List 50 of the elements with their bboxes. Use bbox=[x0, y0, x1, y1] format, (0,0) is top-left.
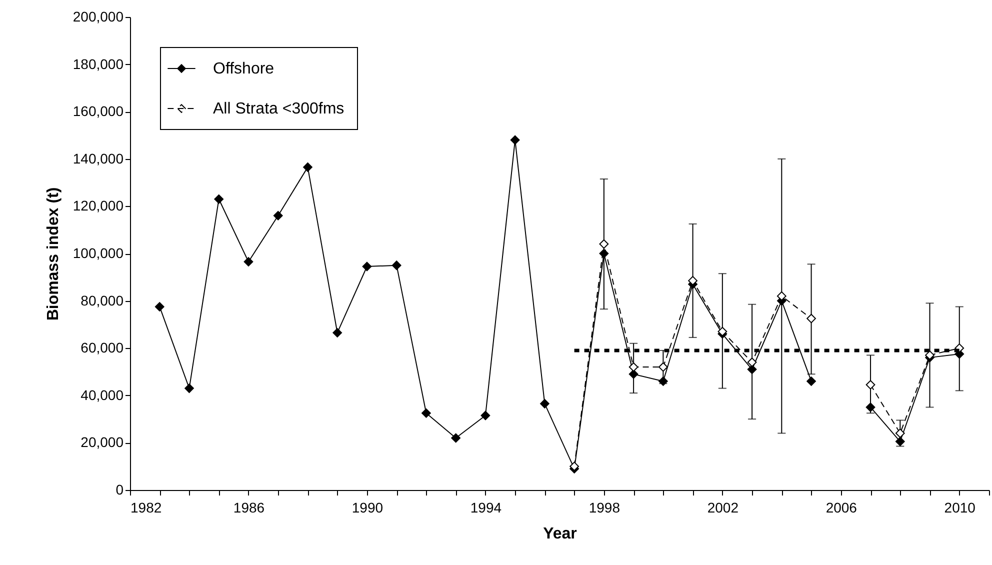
point bbox=[895, 428, 905, 438]
point bbox=[776, 291, 786, 301]
point bbox=[422, 408, 431, 418]
point bbox=[806, 314, 816, 324]
x-tick-label: 2002 bbox=[707, 500, 739, 516]
point bbox=[451, 433, 461, 443]
point bbox=[392, 260, 402, 270]
point bbox=[273, 210, 283, 220]
point bbox=[747, 358, 757, 367]
point bbox=[570, 462, 579, 472]
point bbox=[925, 350, 934, 360]
point bbox=[866, 380, 876, 390]
point bbox=[688, 276, 698, 286]
point bbox=[510, 135, 520, 145]
point bbox=[362, 262, 372, 272]
x-axis-title: Year bbox=[543, 526, 577, 542]
point bbox=[540, 398, 550, 408]
y-tick-label: 140,000 bbox=[72, 150, 124, 166]
point bbox=[214, 194, 224, 204]
y-tick-label: 160,000 bbox=[72, 103, 124, 120]
x-tick-label: 1994 bbox=[470, 500, 502, 516]
point bbox=[303, 162, 312, 172]
point bbox=[184, 384, 194, 393]
y-tick-label: 40,000 bbox=[80, 386, 124, 403]
point bbox=[628, 362, 638, 372]
y-tick-label: 100,000 bbox=[72, 245, 124, 261]
x-tick-label: 2006 bbox=[826, 500, 858, 516]
y-tick-label: 200,000 bbox=[72, 8, 124, 24]
point bbox=[658, 362, 668, 372]
point bbox=[154, 302, 164, 312]
point bbox=[599, 239, 609, 249]
point bbox=[718, 326, 728, 336]
y-tick-label: 180,000 bbox=[72, 56, 124, 72]
point bbox=[480, 410, 490, 420]
legend-label: Offshore bbox=[213, 60, 274, 78]
y-tick-label: 60,000 bbox=[80, 340, 124, 356]
x-tick-label: 1982 bbox=[130, 500, 162, 516]
y-tick-label: 20,000 bbox=[80, 434, 124, 450]
x-tick-label: 2010 bbox=[944, 500, 976, 516]
legend-label: All Strata <300fms bbox=[213, 100, 344, 118]
point bbox=[332, 328, 342, 338]
point bbox=[244, 257, 254, 266]
x-tick-label: 1986 bbox=[233, 500, 265, 516]
y-axis-title: Biomass index (t) bbox=[44, 187, 62, 321]
y-tick-label: 80,000 bbox=[80, 292, 124, 308]
x-tick-label: 1998 bbox=[588, 500, 620, 516]
point bbox=[806, 376, 816, 386]
y-tick-label: 0 bbox=[116, 482, 124, 498]
y-tick-label: 120,000 bbox=[72, 198, 124, 214]
x-tick-label: 1990 bbox=[352, 500, 384, 516]
